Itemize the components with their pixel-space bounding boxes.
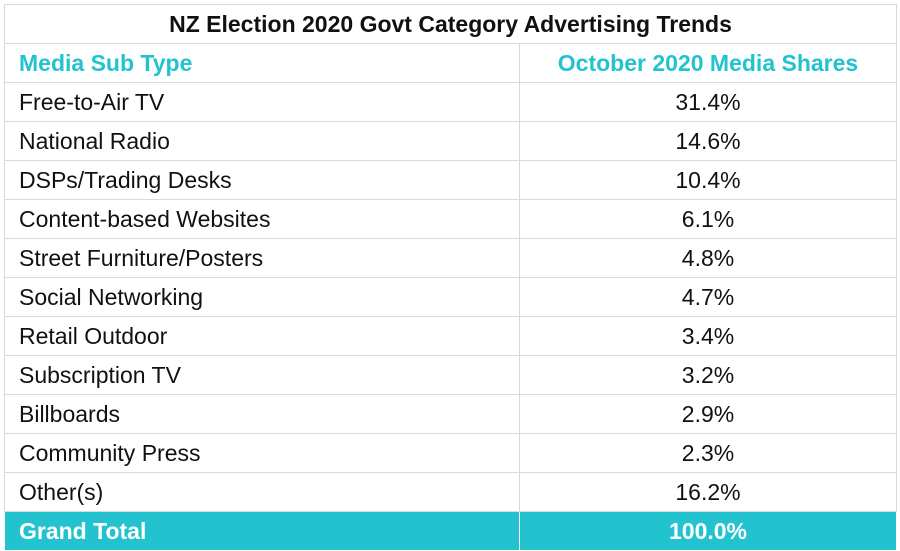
- media-sub-type-cell: Content-based Websites: [4, 199, 520, 239]
- grand-total-row: Grand Total 100.0%: [4, 511, 898, 551]
- media-sub-type-cell: Street Furniture/Posters: [4, 238, 520, 278]
- media-share-cell: 3.2%: [518, 355, 898, 395]
- media-share-cell: 31.4%: [518, 82, 898, 122]
- media-share-cell: 3.4%: [518, 316, 898, 356]
- table-row: Street Furniture/Posters 4.8%: [4, 238, 898, 278]
- table-header-row: Media Sub Type October 2020 Media Shares: [4, 43, 898, 83]
- table-row: National Radio 14.6%: [4, 121, 898, 161]
- media-sub-type-cell: Subscription TV: [4, 355, 520, 395]
- column-header-media-shares: October 2020 Media Shares: [518, 43, 898, 83]
- table-row: Billboards 2.9%: [4, 394, 898, 434]
- advertising-table-container: NZ Election 2020 Govt Category Advertisi…: [3, 4, 898, 551]
- table-row: Social Networking 4.7%: [4, 277, 898, 317]
- table-row: Content-based Websites 6.1%: [4, 199, 898, 239]
- table-row: Free-to-Air TV 31.4%: [4, 82, 898, 122]
- table-body: Free-to-Air TV 31.4% National Radio 14.6% DS…: [4, 82, 898, 512]
- media-sub-type-cell: Retail Outdoor: [4, 316, 520, 356]
- media-sub-type-cell: National Radio: [4, 121, 520, 161]
- media-sub-type-cell: Community Press: [4, 433, 520, 473]
- media-share-cell: 4.7%: [518, 277, 898, 317]
- media-share-cell: 2.9%: [518, 394, 898, 434]
- media-share-cell: 16.2%: [518, 472, 898, 512]
- grand-total-value: 100.0%: [518, 511, 898, 551]
- media-sub-type-cell: Free-to-Air TV: [4, 82, 520, 122]
- grand-total-label: Grand Total: [4, 511, 520, 551]
- table-row: Community Press 2.3%: [4, 433, 898, 473]
- media-share-cell: 14.6%: [518, 121, 898, 161]
- media-sub-type-cell: Social Networking: [4, 277, 520, 317]
- table-row: Retail Outdoor 3.4%: [4, 316, 898, 356]
- column-header-media-sub-type: Media Sub Type: [4, 43, 520, 83]
- table-row: Other(s) 16.2%: [4, 472, 898, 512]
- table-title: NZ Election 2020 Govt Category Advertisi…: [3, 4, 898, 44]
- media-sub-type-cell: DSPs/Trading Desks: [4, 160, 520, 200]
- media-share-cell: 2.3%: [518, 433, 898, 473]
- table-row: Subscription TV 3.2%: [4, 355, 898, 395]
- media-sub-type-cell: Other(s): [4, 472, 520, 512]
- table-row: DSPs/Trading Desks 10.4%: [4, 160, 898, 200]
- media-share-cell: 10.4%: [518, 160, 898, 200]
- media-sub-type-cell: Billboards: [4, 394, 520, 434]
- media-share-cell: 6.1%: [518, 199, 898, 239]
- advertising-table: NZ Election 2020 Govt Category Advertisi…: [3, 4, 898, 551]
- table-title-row: NZ Election 2020 Govt Category Advertisi…: [3, 4, 898, 44]
- media-share-cell: 4.8%: [518, 238, 898, 278]
